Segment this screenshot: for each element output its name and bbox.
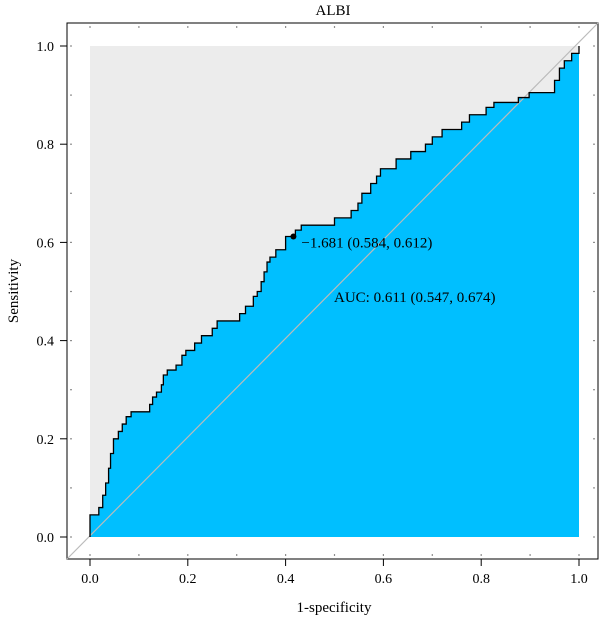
frame-dot-tick [138, 26, 140, 28]
plot-frame [66, 22, 599, 560]
frame-dot-tick [70, 94, 72, 96]
frame-dot-tick [236, 26, 238, 28]
frame-dot-tick [70, 389, 72, 391]
y-axis-ticks: 0.0 0.2 0.4 0.6 0.8 1.0 [37, 40, 67, 546]
cutoff-label: −1.681 (0.584, 0.612) [301, 236, 432, 252]
x-tick-label: 0.0 [81, 572, 99, 587]
reference-diagonal [66, 22, 599, 560]
frame-dot-tick [70, 290, 72, 293]
frame-dot-tick [593, 290, 595, 293]
frame-dot-tick [480, 554, 482, 556]
frame-dot-tick [70, 143, 72, 145]
frame-dot-tick [431, 554, 433, 556]
frame-dot-tick [382, 26, 384, 28]
frame-dot-tick [187, 26, 189, 28]
frame-dot-tick [593, 340, 595, 342]
frame-dot-tick [70, 241, 72, 243]
frame-dot-tick [593, 438, 595, 440]
frame-dot-tick [593, 94, 595, 96]
frame-dot-tick [89, 554, 91, 556]
frame-dot-tick [529, 554, 531, 556]
x-axis-label: 1-specificity [297, 600, 372, 616]
frame-dot-tick [236, 554, 238, 556]
frame-minor-ticks [70, 26, 595, 556]
x-tick-label: 1.0 [570, 572, 588, 587]
auc-label: AUC: 0.611 (0.547, 0.674) [334, 290, 496, 306]
x-tick-label: 0.6 [375, 572, 393, 587]
frame-dot-tick [593, 143, 595, 145]
frame-dot-tick [89, 26, 91, 28]
frame-dot-tick [333, 554, 336, 556]
y-tick-label: 1.0 [37, 40, 55, 55]
x-tick-label: 0.4 [277, 572, 295, 587]
frame-dot-tick [593, 487, 595, 489]
y-tick-label: 0.0 [37, 531, 55, 546]
frame-dot-tick [70, 438, 72, 440]
frame-dot-tick [70, 536, 72, 538]
frame-dot-tick [138, 554, 140, 556]
y-axis-label: Sensitivity [6, 258, 22, 323]
frame-dot-tick [480, 26, 482, 28]
frame-dot-tick [593, 389, 595, 391]
frame-dot-tick [593, 241, 595, 243]
frame-dot-tick [285, 554, 287, 556]
frame-dot-tick [70, 45, 72, 47]
roc-curve [89, 46, 580, 537]
frame-dot-tick [70, 340, 72, 342]
frame-dot-tick [187, 554, 189, 556]
frame-dot-tick [382, 554, 384, 556]
y-tick-label: 0.6 [37, 236, 55, 251]
frame-dot-tick [593, 536, 595, 538]
chart-title: ALBI [316, 3, 351, 19]
frame-dot-tick [70, 192, 72, 194]
frame-dot-tick [578, 554, 580, 556]
frame-dot-tick [593, 192, 595, 194]
y-tick-label: 0.8 [37, 138, 55, 153]
frame-dot-tick [578, 26, 580, 28]
auc-area [90, 46, 579, 537]
frame-dot-tick [529, 26, 531, 28]
y-tick-label: 0.4 [37, 335, 55, 350]
y-tick-label: 0.2 [37, 433, 55, 448]
x-tick-label: 0.2 [179, 572, 197, 587]
frame-dot-tick [70, 487, 72, 489]
cutoff-point [290, 233, 297, 240]
frame-dot-tick [333, 26, 336, 28]
x-axis-ticks: 0.0 0.2 0.4 0.6 0.8 1.0 [81, 559, 588, 587]
frame-dot-tick [593, 45, 595, 47]
frame-dot-tick [431, 26, 433, 28]
frame-dot-tick [285, 26, 287, 28]
x-tick-label: 0.8 [472, 572, 490, 587]
